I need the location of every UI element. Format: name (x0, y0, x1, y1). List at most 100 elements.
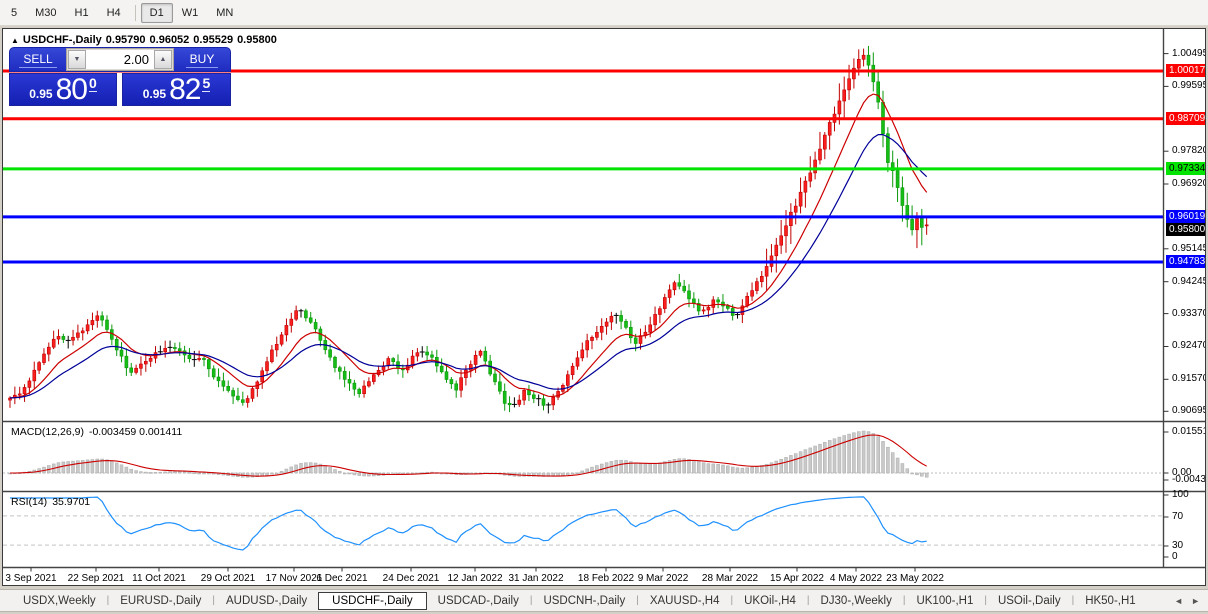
rsi-indicator-label: RSI(14) 35.9701 (11, 496, 95, 508)
price-level-badge: 0.95800 (1166, 222, 1205, 236)
date-axis-label: 3 Sep 2021 (5, 573, 57, 584)
timeframe-button-5[interactable]: 5 (11, 6, 18, 19)
price-level-badge: 0.94783 (1166, 255, 1205, 269)
volume-spinner: ▼ ▲ (66, 48, 174, 71)
ohlc-close: 0.95800 (237, 34, 277, 46)
tab-scroll-left-icon[interactable]: ◄ (1174, 595, 1184, 606)
date-axis-label: 31 Jan 2022 (508, 573, 564, 584)
date-axis-label: 15 Apr 2022 (770, 573, 824, 584)
timeframe-button-d1[interactable]: D1 (140, 2, 173, 23)
chart-tab-uk100-h1[interactable]: UK100-,H1 (916, 594, 974, 607)
chart-tab-usdchf-daily[interactable]: USDCHF-,Daily (318, 591, 427, 610)
price-axis-label: 0.91570 (1172, 373, 1206, 385)
date-axis-label: 9 Mar 2022 (637, 573, 689, 584)
price-axis-label: 0.97820 (1172, 145, 1206, 157)
chart-tab-audusd-daily[interactable]: AUDUSD-,Daily (226, 594, 308, 607)
macd-indicator-label: MACD(12,26,9) -0.003459 0.001411 (11, 426, 187, 438)
rsi-axis-label: 70 (1172, 511, 1184, 522)
chart-tab-xauusd-h4[interactable]: XAUUSD-,H4 (649, 594, 720, 607)
price-level-badge: 0.96019 (1166, 209, 1205, 223)
rsi-value: 35.9701 (52, 496, 91, 508)
tab-separator: | (212, 595, 216, 606)
timeframe-button-mn[interactable]: MN (216, 6, 234, 19)
date-axis-label: 23 May 2022 (886, 573, 944, 584)
timeframe-button-w1[interactable]: W1 (181, 6, 199, 19)
rsi-axis-label: 30 (1172, 540, 1184, 551)
tab-separator: | (1071, 595, 1075, 606)
date-axis-label: 29 Oct 2021 (200, 573, 256, 584)
price-axis-label: 0.93370 (1172, 307, 1206, 319)
chart-tab-dj30-weekly[interactable]: DJ30-,Weekly (820, 594, 892, 607)
chart-symbol-period: USDCHF-,Daily (22, 34, 102, 46)
up-arrow-icon: ▲ (159, 56, 167, 63)
rsi-name: RSI(14) (11, 496, 48, 508)
date-axis-label: 17 Nov 2021 (265, 573, 323, 584)
date-axis-label: 6 Dec 2021 (316, 573, 368, 584)
tab-separator: | (529, 595, 533, 606)
buy-button-label: BUY (185, 51, 219, 68)
buy-button[interactable]: BUY (174, 48, 230, 71)
bid-price-pipette: 0 (88, 75, 97, 92)
date-axis-label: 28 Mar 2022 (701, 573, 759, 584)
ask-price-pipette: 5 (202, 75, 211, 92)
macd-name: MACD(12,26,9) (11, 426, 84, 438)
tab-separator: | (806, 595, 810, 606)
timeframe-toolbar: 5 M30 H1 H4 D1 W1 MN (0, 0, 1208, 26)
chart-canvas[interactable] (3, 29, 1206, 586)
ask-price-prefix: 0.95 (142, 86, 167, 101)
tab-separator: | (902, 595, 906, 606)
chart-tab-ukoil-h4[interactable]: UKOil-,H4 (744, 594, 796, 607)
price-axis-label: 0.96920 (1172, 178, 1206, 190)
date-axis-label: 12 Jan 2022 (447, 573, 503, 584)
macd-axis-label: 0.00 (1172, 467, 1192, 478)
chart-window: ▲ USDCHF-,Daily 0.95790 0.96052 0.95529 0.958… (2, 28, 1206, 586)
tab-separator: | (636, 595, 639, 606)
rsi-axis-label: 0 (1172, 551, 1178, 562)
tab-scroll-right-icon[interactable]: ► (1191, 595, 1200, 606)
price-axis-label: 1.00495 (1172, 47, 1206, 59)
date-axis-label: 4 May 2022 (829, 573, 883, 584)
chart-title: ▲ USDCHF-,Daily 0.95790 0.96052 0.95529 0.958… (11, 34, 281, 46)
date-axis-label: 24 Dec 2021 (382, 573, 440, 584)
macd-axis-label: 0.015516 (1172, 426, 1205, 437)
tab-separator: | (106, 595, 110, 606)
ohlc-open: 0.95790 (105, 34, 146, 46)
price-axis-label: 0.99595 (1172, 80, 1206, 92)
price-axis-label: 0.94245 (1172, 275, 1206, 287)
chart-tab-usoil-daily[interactable]: USOil-,Daily (997, 594, 1061, 607)
ask-price-big-digits: 82 (169, 73, 201, 107)
chart-tab-usdcad-daily[interactable]: USDCAD-,Daily (437, 594, 519, 607)
chart-tab-usdcnh-daily[interactable]: USDCNH-,Daily (543, 594, 626, 607)
date-axis-label: 22 Sep 2021 (67, 573, 125, 584)
price-level-badge: 0.97334 (1166, 161, 1205, 175)
symbol-tab-bar: USDX,Weekly | EURUSD-,Daily | AUDUSD-,Daily U… (0, 589, 1208, 612)
timeframe-button-h4[interactable]: H4 (106, 6, 121, 19)
date-axis-label: 11 Oct 2021 (132, 573, 186, 584)
macd-axis-label: -0.004363 (1172, 474, 1206, 485)
tab-separator: | (730, 595, 734, 606)
chart-tab-hk50-h1[interactable]: HK50-,H1 (1085, 594, 1136, 607)
price-axis-label: 0.95145 (1172, 242, 1206, 254)
price-level-badge: 1.00017 (1166, 64, 1205, 77)
price-level-badge: 0.98709 (1166, 111, 1205, 125)
chart-tab-usdx-weekly[interactable]: USDX,Weekly (23, 594, 96, 607)
volume-increase-button[interactable]: ▲ (154, 50, 172, 69)
price-axis-label: 0.90695 (1172, 405, 1206, 417)
chart-tab-eurusd-daily[interactable]: EURUSD-,Daily (120, 594, 202, 607)
sell-button[interactable]: SELL (10, 48, 66, 71)
ask-price-box[interactable]: 0.95 82 5 (122, 73, 231, 106)
rsi-axis-label: 100 (1172, 489, 1189, 500)
timeframe-button-h1[interactable]: H1 (74, 6, 89, 19)
macd-values: -0.003459 0.001411 (88, 426, 183, 438)
ohlc-high: 0.96052 (149, 34, 190, 46)
toolbar-separator (134, 4, 136, 21)
date-axis-label: 18 Feb 2022 (577, 573, 635, 584)
bid-price-prefix: 0.95 (29, 86, 53, 101)
timeframe-button-m30[interactable]: M30 (35, 6, 57, 19)
tab-separator: | (984, 595, 987, 606)
volume-decrease-button[interactable]: ▼ (68, 50, 86, 69)
bid-price-box[interactable]: 0.95 80 0 (9, 73, 117, 106)
volume-input[interactable] (86, 50, 154, 69)
price-axis-label: 0.92470 (1172, 340, 1206, 352)
bid-price-big-digits: 80 (55, 73, 88, 107)
